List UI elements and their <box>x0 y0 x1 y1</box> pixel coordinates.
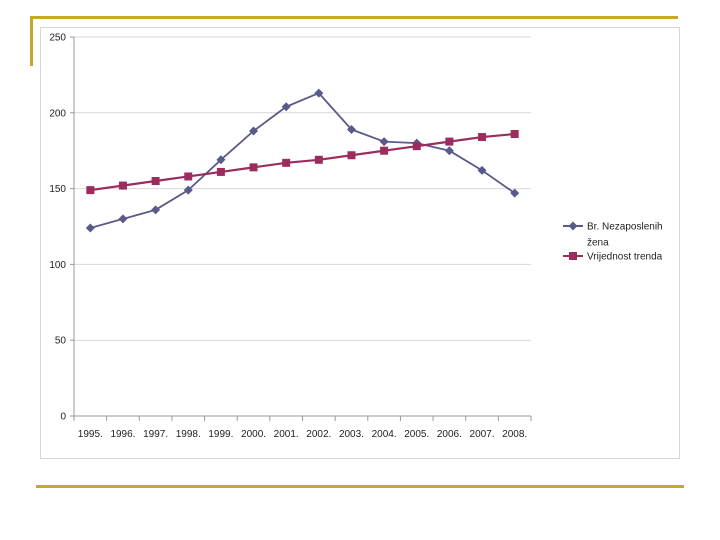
unemployed-women-point <box>281 102 291 112</box>
trend-value-point <box>314 155 323 164</box>
y-tick-label: 250 <box>49 33 66 44</box>
x-tick-label: 1997. <box>143 429 168 440</box>
unemployed-women-point <box>379 137 389 147</box>
unemployed-women-point <box>346 124 356 134</box>
y-tick-label: 50 <box>55 336 67 347</box>
gridlines <box>74 36 531 341</box>
legend-label-trend-value: Vrijednost trenda <box>587 252 663 263</box>
trend-value-point <box>412 142 421 151</box>
x-tick-label: 2002. <box>306 429 331 440</box>
trend-value-point <box>184 172 193 181</box>
trend-value-point <box>118 181 127 190</box>
unemployed-women-point <box>216 155 226 165</box>
trend-value-point <box>249 163 258 172</box>
line-chart: 0 50 100 150 200 250 1995. 1996. 1997. 1998. 1999.… <box>49 33 663 441</box>
unemployed-women-point <box>183 185 193 195</box>
x-tick-label: 1995. <box>78 429 103 440</box>
trend-value-point <box>445 137 454 146</box>
x-tick-label: 2006. <box>437 429 462 440</box>
unemployed-women-point <box>314 88 324 98</box>
x-tick-label: 1998. <box>176 429 201 440</box>
x-tick-label: 2007. <box>470 429 495 440</box>
x-tick-label: 2005. <box>404 429 429 440</box>
unemployed-women-point <box>249 126 259 136</box>
x-tick-label: 2003. <box>339 429 364 440</box>
unemployed-women-point <box>85 223 95 233</box>
series-markers <box>85 88 520 233</box>
unemployed-women-point <box>477 165 487 175</box>
y-tick-label: 200 <box>49 108 66 119</box>
y-tick-label: 100 <box>49 260 66 271</box>
unemployed-women-point <box>151 205 161 215</box>
series-lines <box>90 92 516 229</box>
trend-value-point <box>216 167 225 176</box>
series-line-trend-value <box>90 132 515 192</box>
legend: Br. Nezaposlenih žena Vrijednost trenda <box>563 221 663 263</box>
unemployed-women-point <box>118 214 128 224</box>
legend-label-unemployed-women: Br. Nezaposlenih <box>587 222 663 233</box>
legend-marker-trend-value <box>569 252 577 260</box>
trend-value-point <box>478 133 487 142</box>
legend-label-unemployed-women: žena <box>587 238 609 249</box>
legend-marker-unemployed-women <box>568 221 578 231</box>
x-tick-label: 2008. <box>502 429 527 440</box>
unemployed-women-point <box>444 146 454 156</box>
trend-value-point <box>282 158 291 167</box>
top-decor-rule <box>30 16 678 19</box>
tick-labels: 0 50 100 150 200 250 1995. 1996. 1997. 1998. 1999.… <box>49 33 527 441</box>
left-decor-rule <box>30 16 33 66</box>
trend-value-point <box>151 177 160 186</box>
x-tick-label: 2004. <box>372 429 397 440</box>
chart-frame: 0 50 100 150 200 250 1995. 1996. 1997. 1998. 1999.… <box>40 27 680 459</box>
x-tick-label: 2001. <box>274 429 299 440</box>
x-tick-label: 1999. <box>208 429 233 440</box>
x-tick-label: 2000. <box>241 429 266 440</box>
trend-value-point <box>510 130 519 139</box>
unemployed-women-point <box>510 188 520 198</box>
trend-value-point <box>347 151 356 160</box>
bottom-decor-rule <box>36 485 684 488</box>
trend-value-point <box>86 186 95 195</box>
x-tick-label: 1996. <box>110 429 135 440</box>
trend-value-point <box>380 146 389 155</box>
axes <box>70 36 532 421</box>
y-tick-label: 150 <box>49 184 66 195</box>
y-tick-label: 0 <box>60 412 66 423</box>
series-line-unemployed-women <box>90 92 516 229</box>
